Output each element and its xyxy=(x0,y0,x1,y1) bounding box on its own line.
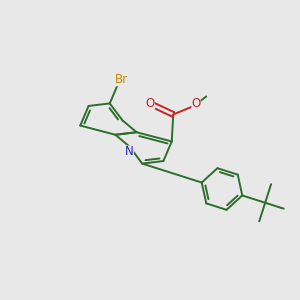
Text: O: O xyxy=(191,97,201,110)
Text: N: N xyxy=(125,146,134,158)
Text: Br: Br xyxy=(115,73,128,86)
Text: O: O xyxy=(146,97,155,110)
